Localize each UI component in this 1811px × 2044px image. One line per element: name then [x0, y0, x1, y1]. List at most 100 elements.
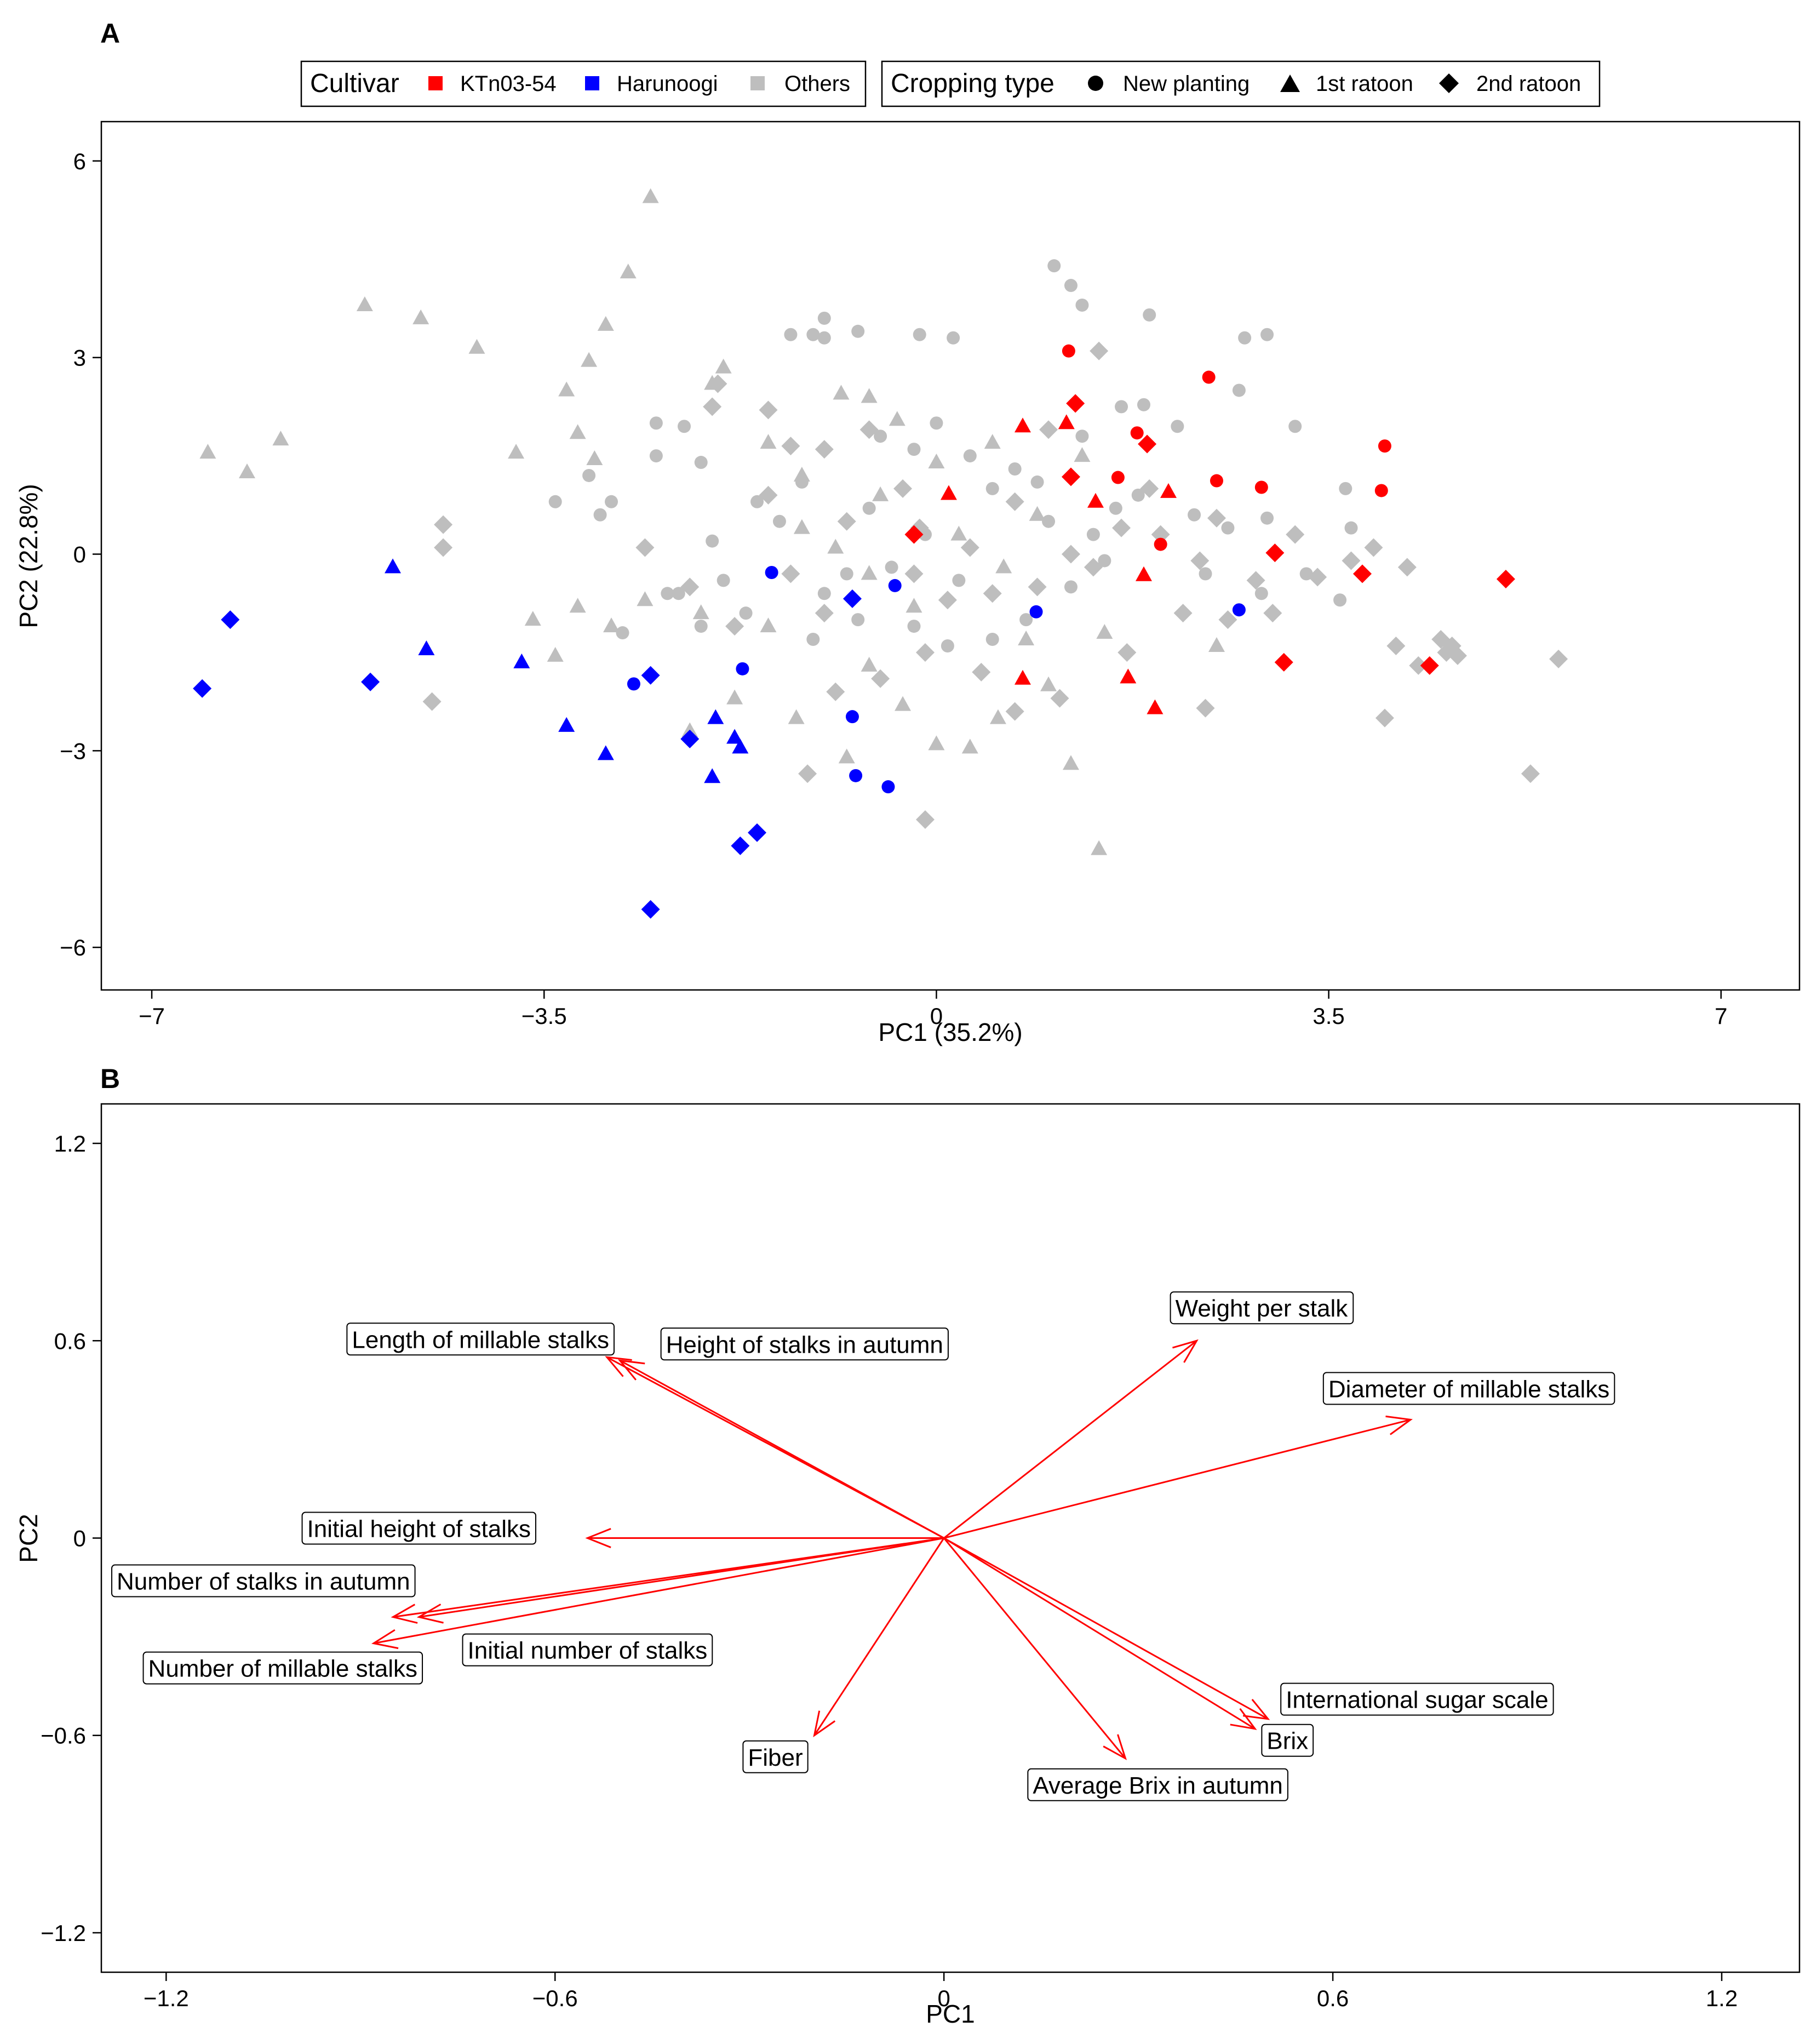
point-others-triangle: [412, 309, 429, 324]
point-others-circle: [1254, 587, 1268, 600]
plot-b-axes: −1.2 −0.6 0 0.6 1.2 1.2 0.6 0 −0.6 −1.2: [41, 1131, 1738, 2011]
point-others-diamond: [826, 682, 845, 701]
panel-b-label: B: [100, 1063, 120, 1094]
point-others-diamond: [434, 538, 453, 557]
point-others-circle: [941, 639, 954, 652]
loading-label: Fiber: [742, 1740, 809, 1773]
point-harunoogi-diamond: [641, 900, 660, 919]
point-others-triangle: [861, 656, 878, 672]
point-others-circle: [913, 328, 926, 341]
point-others-circle: [661, 587, 674, 600]
point-others-triangle: [1062, 755, 1079, 770]
x-axis-label-b: PC1: [926, 2000, 975, 2028]
point-others-diamond: [725, 617, 744, 636]
point-others-triangle: [558, 381, 575, 397]
point-ktn03-54-circle: [1374, 484, 1388, 497]
loading-label-text: Diameter of millable stalks: [1328, 1376, 1610, 1402]
x-tick-label: 7: [1715, 1003, 1727, 1029]
point-others-triangle: [760, 434, 777, 449]
point-ktn03-54-diamond: [1138, 434, 1157, 454]
loading-arrowhead: [416, 1604, 444, 1624]
loading-arrowhead: [813, 1710, 836, 1738]
x-axis-label-a: PC1 (35.2%): [878, 1018, 1022, 1046]
x-tick-label: −1.2: [144, 1985, 189, 2011]
point-others-triangle: [569, 424, 586, 439]
point-harunoogi-triangle: [704, 768, 721, 783]
point-others-circle: [985, 633, 999, 646]
point-harunoogi-circle: [765, 566, 778, 580]
legend-cultivar-title: Cultivar: [310, 69, 399, 98]
point-others-circle: [784, 328, 798, 341]
point-others-circle: [706, 534, 719, 548]
point-others-diamond: [781, 564, 800, 583]
y-tick-label: 6: [73, 148, 86, 174]
legend: Cultivar KTn03-54 Harunoogi Others Cropp…: [300, 60, 1601, 107]
point-others-circle: [1344, 521, 1358, 535]
point-others-triangle: [928, 454, 945, 469]
point-others-diamond: [893, 479, 913, 498]
point-ktn03-54-circle: [1202, 370, 1216, 384]
y-axis-label-a: PC2 (22.8%): [14, 484, 43, 628]
point-others-diamond: [1342, 551, 1361, 570]
point-others-triangle: [827, 539, 844, 554]
loading-label-text: Initial number of stalks: [468, 1638, 708, 1664]
y-tick-label: −0.6: [41, 1723, 86, 1749]
point-ktn03-54-diamond: [1066, 394, 1085, 413]
point-others-triangle: [569, 598, 586, 613]
point-others-circle: [694, 620, 708, 633]
point-others-diamond: [1005, 702, 1024, 721]
loading-label-text: Brix: [1266, 1728, 1308, 1755]
legend-circle-icon: [1088, 76, 1103, 91]
point-ktn03-54-circle: [1210, 474, 1223, 488]
point-others-triangle: [642, 188, 659, 203]
y-tick-label: 0: [73, 542, 86, 568]
point-others-diamond: [680, 577, 700, 597]
loading-label-box: [1261, 1724, 1314, 1757]
point-others-diamond: [1050, 689, 1069, 708]
point-ktn03-54-triangle: [1160, 483, 1177, 498]
point-harunoogi-triangle: [513, 653, 530, 668]
point-others-triangle: [356, 296, 373, 311]
point-others-circle: [649, 449, 663, 463]
point-others-circle: [1221, 521, 1235, 535]
legend-swatch-harunoogi: [585, 76, 599, 90]
point-others-circle: [1030, 475, 1044, 489]
loading-label-text: Number of millable stalks: [148, 1656, 418, 1682]
point-others-diamond: [703, 397, 722, 416]
loading-arrow: [813, 1537, 945, 1736]
point-others-diamond: [1386, 636, 1406, 655]
point-others-circle: [1288, 420, 1302, 433]
point-others-diamond: [972, 662, 991, 682]
point-others-triangle: [861, 388, 878, 403]
legend-cropping-box: [881, 60, 1601, 107]
point-ktn03-54-circle: [1130, 426, 1144, 440]
point-others-diamond: [708, 374, 727, 393]
point-harunoogi-triangle: [597, 745, 614, 760]
point-ktn03-54-triangle: [1014, 669, 1031, 685]
point-others-diamond: [1112, 518, 1131, 537]
loading-label-text: Weight per stalk: [1176, 1295, 1349, 1322]
point-others-circle: [1260, 328, 1274, 341]
point-ktn03-54-circle: [1254, 480, 1268, 494]
point-others-circle: [649, 416, 663, 430]
point-others-triangle: [989, 709, 1006, 724]
point-others-diamond: [915, 810, 935, 829]
point-ktn03-54-circle: [1062, 344, 1075, 358]
point-others-diamond: [1308, 568, 1327, 587]
legend-label-new-planting: New planting: [1123, 72, 1250, 96]
point-others-circle: [1238, 331, 1252, 345]
loading-arrow: [943, 1340, 1197, 1539]
point-ktn03-54-triangle: [1058, 414, 1075, 430]
point-others-circle: [874, 430, 887, 443]
point-others-circle: [1188, 508, 1201, 522]
y-tick-label: 0.6: [54, 1328, 86, 1354]
point-others-circle: [1131, 488, 1145, 502]
point-others-diamond: [871, 669, 890, 688]
loading-label: Number of millable stalks: [142, 1651, 423, 1685]
loading-arrow: [943, 1537, 1269, 1720]
point-others-circle: [1199, 567, 1212, 581]
point-others-triangle: [895, 696, 912, 711]
point-others-triangle: [1074, 447, 1091, 462]
y-tick-label: 3: [73, 345, 86, 371]
